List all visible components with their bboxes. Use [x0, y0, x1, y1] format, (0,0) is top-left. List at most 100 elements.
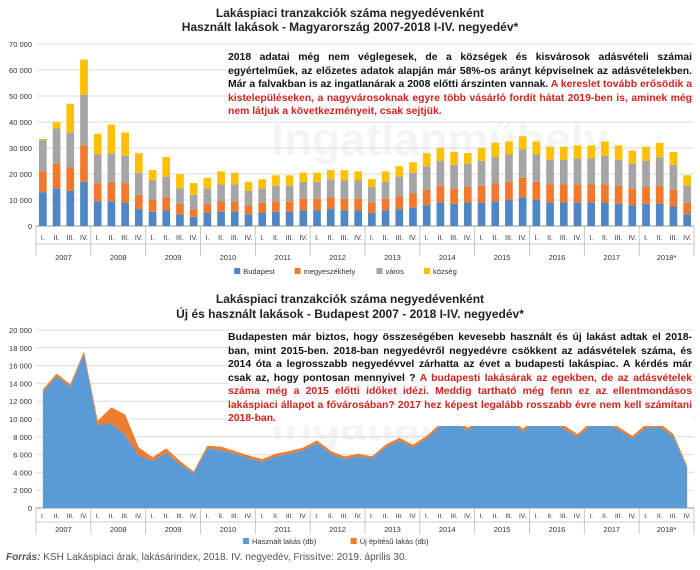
bar-segment — [313, 181, 321, 199]
bar-segment — [628, 205, 637, 226]
x-quarter-label: III. — [231, 513, 238, 520]
x-year-label: 2014 — [439, 253, 456, 262]
bar-segment — [66, 167, 75, 191]
bar-segment — [285, 175, 294, 186]
x-quarter-label: IV. — [683, 235, 691, 242]
bar-segment — [450, 203, 458, 226]
bar-segment — [176, 214, 184, 226]
bar-segment — [422, 189, 431, 206]
x-quarter-label: III. — [670, 235, 678, 242]
bar-segment — [189, 216, 198, 226]
bottom-annotation-text: Budapesten már biztos, hogy összeségében… — [228, 332, 692, 384]
bar-segment — [272, 175, 280, 186]
x-quarter-label: II. — [547, 235, 553, 242]
top-annotation: 2018 adatai még nem véglegesek, de a köz… — [228, 51, 692, 119]
bar-segment — [368, 187, 376, 203]
x-quarter-label: I. — [480, 513, 484, 520]
bar-segment — [683, 214, 691, 226]
bar-segment — [628, 163, 637, 189]
x-quarter-label: II. — [438, 513, 444, 520]
x-quarter-label: IV. — [629, 513, 637, 520]
x-quarter-label: IV. — [299, 235, 307, 242]
x-quarter-label: II. — [328, 235, 334, 242]
x-year-label: 2011 — [275, 253, 291, 262]
bar-segment — [573, 145, 582, 159]
bar-segment — [505, 181, 513, 200]
legend-label: város — [386, 267, 405, 276]
bar-segment — [614, 159, 623, 186]
x-quarter-label: III. — [341, 235, 349, 242]
bar-segment — [601, 202, 609, 226]
bar-segment — [601, 184, 609, 203]
bar-segment — [326, 197, 335, 210]
y-tick-label: 2 000 — [13, 486, 32, 495]
x-year-label: 2008 — [110, 525, 127, 534]
bar-segment — [230, 211, 239, 226]
x-quarter-label: II. — [54, 235, 60, 242]
bar-segment — [669, 151, 678, 165]
bar-segment — [121, 183, 129, 203]
x-quarter-label: IV. — [519, 235, 527, 242]
bar-segment — [573, 158, 582, 185]
bar-segment — [148, 170, 157, 181]
bottom-annotation: Budapesten már biztos, hogy összeségében… — [228, 331, 692, 426]
x-quarter-label: III. — [450, 513, 457, 520]
x-year-label: 2010 — [220, 525, 237, 534]
bar-segment — [230, 172, 239, 185]
bar-segment — [80, 94, 88, 146]
x-year-label: 2012 — [329, 525, 346, 534]
x-quarter-label: I. — [260, 235, 264, 242]
bar-segment — [614, 145, 623, 160]
bar-segment — [395, 166, 404, 177]
bar-segment — [436, 161, 445, 186]
bottom-chart-title-line2: Új és használt lakások - Budapest 2007 -… — [176, 307, 524, 321]
bar-segment — [285, 211, 294, 226]
bar-segment — [285, 185, 294, 202]
x-quarter-label: IV. — [464, 235, 472, 242]
bar-segment — [395, 209, 404, 226]
x-quarter-label: III. — [176, 235, 184, 242]
x-quarter-label: I. — [480, 235, 484, 242]
x-quarter-label: II. — [163, 235, 169, 242]
bar-segment — [299, 210, 308, 226]
bar-segment — [573, 184, 582, 203]
bar-segment — [230, 201, 239, 212]
x-quarter-label: II. — [54, 513, 60, 520]
x-quarter-label: II. — [328, 513, 334, 520]
bar-segment — [559, 159, 568, 185]
x-quarter-label: III. — [66, 235, 74, 242]
legend-label: Használt lakás (db) — [252, 537, 317, 546]
bar-segment — [52, 128, 61, 164]
x-quarter-label: II. — [383, 513, 389, 520]
legend-label: Budapest — [243, 267, 276, 276]
area-series — [42, 354, 688, 508]
x-quarter-label: II. — [657, 513, 663, 520]
bar-segment — [559, 202, 568, 226]
bar-segment — [52, 188, 61, 226]
bar-segment — [354, 180, 362, 199]
y-tick-label: 40 000 — [9, 118, 32, 127]
bar-segment — [134, 194, 143, 210]
bar-segment — [340, 180, 349, 199]
bar-segment — [655, 142, 664, 158]
x-quarter-label: I. — [589, 513, 593, 520]
legend-swatch — [243, 538, 249, 544]
x-quarter-label: II. — [437, 235, 443, 242]
bar-segment — [669, 206, 678, 226]
bar-segment — [52, 163, 61, 189]
bar-segment — [93, 201, 102, 226]
bar-segment — [655, 185, 664, 204]
bar-segment — [436, 148, 445, 161]
bar-segment — [203, 177, 212, 189]
bar-segment — [395, 176, 404, 197]
bar-segment — [203, 213, 212, 226]
bar-segment — [189, 209, 198, 217]
bar-segment — [107, 124, 116, 154]
bar-segment — [258, 202, 267, 213]
bar-segment — [121, 155, 129, 184]
bar-segment — [642, 146, 650, 161]
bar-segment — [134, 172, 143, 195]
x-quarter-label: II. — [164, 513, 170, 520]
bar-segment — [162, 176, 171, 198]
x-quarter-label: IV. — [519, 513, 527, 520]
